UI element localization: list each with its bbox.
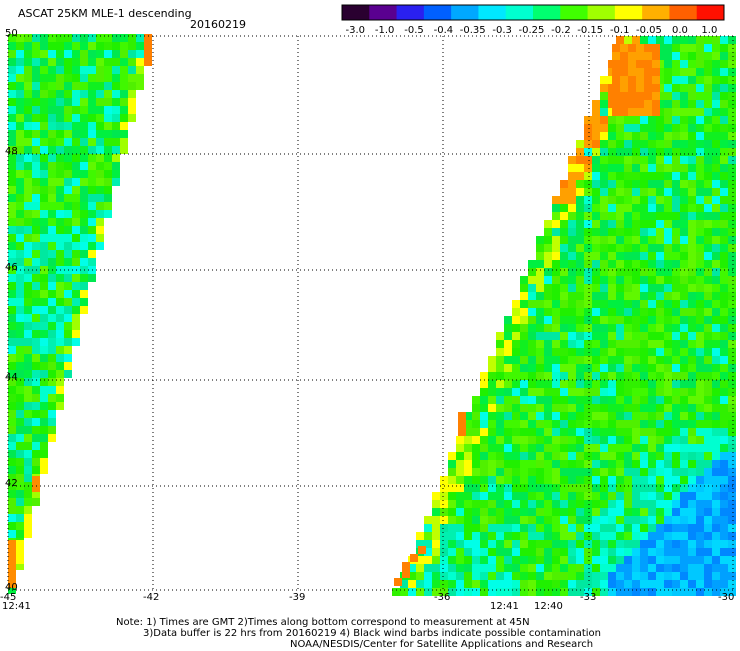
lat-label-42: 42 [5,478,18,489]
colorbar-segment [533,5,561,20]
colorbar-segment [614,5,643,20]
colorbar-label: -0.5 [404,25,424,36]
lat-label-50: 50 [5,28,18,39]
colorbar-label: -0.15 [577,25,604,36]
lon-label-33: -33 [580,592,597,603]
lat-lon-grid [7,35,734,591]
swath-left [8,34,152,594]
colorbar-label: 0.0 [672,25,688,36]
colorbar-label: -1.0 [374,25,395,36]
note-line-1: Note: 1) Times are GMT 2)Times along bot… [116,617,530,628]
lon-label-39: -39 [289,592,306,603]
swath-right [392,36,736,596]
colorbar-segment [369,5,398,20]
colorbar-segment [423,5,452,20]
note-line-3: NOAA/NESDIS/Center for Satellite Applica… [290,639,594,650]
note-line-2: 3)Data buffer is 22 hrs from 20160219 4)… [143,628,601,639]
colorbar-segment [342,5,370,20]
lon-label-42: -42 [143,592,160,603]
lat-label-44: 44 [5,372,18,383]
colorbar-label: -0.3 [492,25,512,36]
colorbar-segment [669,5,698,20]
time-label-mid-a: 12:41 [490,601,519,612]
colorbar-segment [587,5,616,20]
lon-label-30: -30 [718,592,735,603]
colorbar-segment [696,5,725,20]
colorbar-segment [505,5,534,20]
colorbar-label: -0.4 [433,25,454,36]
lat-label-40: 40 [5,582,18,593]
chart-title: ASCAT 25KM MLE-1 descending [18,7,192,20]
colorbar-segment [560,5,589,20]
colorbar-segment [451,5,479,20]
colorbar-label: 1.0 [701,25,718,36]
colorbar-segment [478,5,507,20]
colorbar [341,4,725,21]
time-label-left: 12:41 [2,601,31,612]
colorbar-label: -0.05 [636,25,662,36]
colorbar-label: -0.2 [551,25,571,36]
time-label-mid-b: 12:40 [534,601,563,612]
lon-label-45: -45 [0,592,17,603]
date-label: 20160219 [190,18,246,31]
colorbar-segment [396,5,425,20]
lon-label-36: -36 [434,592,451,603]
lat-label-46: 46 [5,262,18,273]
colorbar-segment [642,5,670,20]
colorbar-label: -0.1 [609,25,630,36]
colorbar-label: -0.35 [459,25,486,36]
colorbar-label: -3.0 [345,25,365,36]
lat-label-48: 48 [5,146,18,157]
colorbar-label: -0.25 [518,25,545,36]
